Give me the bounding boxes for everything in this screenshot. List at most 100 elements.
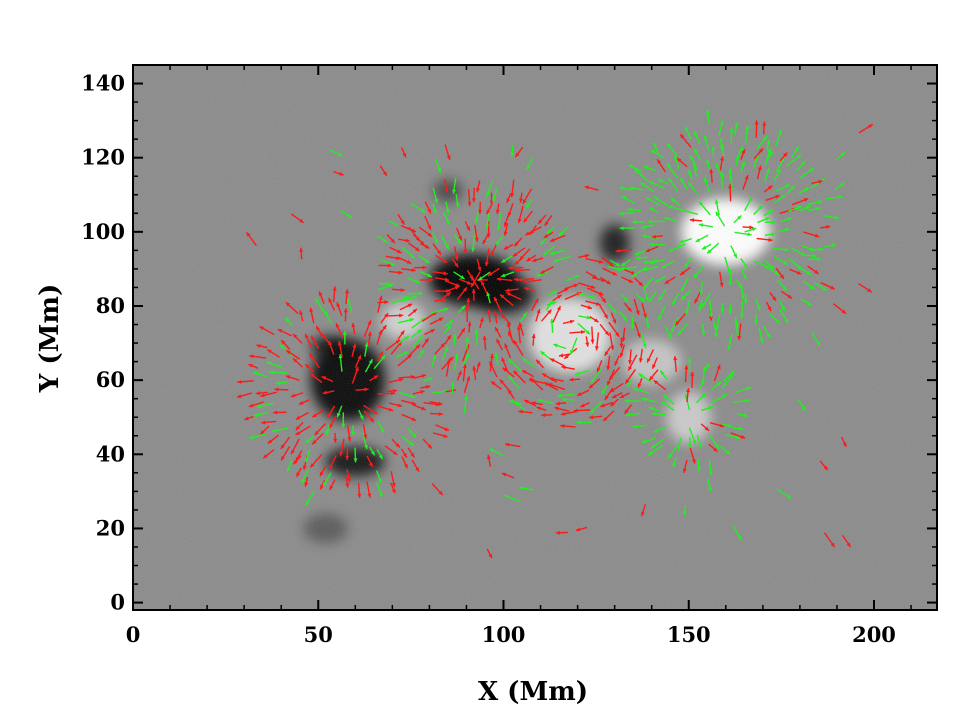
vector-arrow-550 <box>650 438 665 449</box>
vector-arrow-85 <box>333 170 344 176</box>
vector-arrow-187 <box>407 344 421 358</box>
vector-arrow-312 <box>494 326 502 338</box>
vector-arrow-526 <box>627 207 641 212</box>
vector-arrow-583 <box>673 154 680 169</box>
vector-arrow-64 <box>311 409 324 418</box>
vector-arrow-773 <box>809 247 824 252</box>
vector-arrow-771 <box>807 265 819 275</box>
vector-arrow-503 <box>633 277 644 287</box>
vector-arrow-595 <box>677 323 688 336</box>
vector-arrow-679 <box>728 303 733 315</box>
vector-arrow-44 <box>299 310 304 322</box>
vector-arrow-315 <box>487 267 500 277</box>
vector-arrow-443 <box>580 402 590 408</box>
vector-arrow-9 <box>255 391 268 396</box>
vector-arrow-124 <box>376 482 383 497</box>
vector-arrow-579 <box>664 216 677 222</box>
vector-arrow-772 <box>807 257 822 262</box>
vector-arrow-210 <box>420 242 430 249</box>
vector-arrow-783 <box>823 215 839 220</box>
vector-arrow-237 <box>441 346 449 361</box>
vector-arrow-435 <box>578 315 592 320</box>
vector-arrow-644 <box>698 223 714 228</box>
vector-arrow-623 <box>689 218 703 223</box>
vector-arrow-137 <box>377 283 395 291</box>
vector-arrow-258 <box>451 258 459 268</box>
vector-arrow-60 <box>319 465 327 477</box>
vector-arrow-82 <box>323 310 333 324</box>
vector-arrow-779 <box>819 460 829 471</box>
vector-arrow-482 <box>609 382 624 393</box>
x-tick-label: 100 <box>482 622 526 647</box>
vector-arrow-700 <box>744 196 753 212</box>
vector-arrow-155 <box>388 270 403 275</box>
vector-arrow-455 <box>589 400 603 415</box>
vector-arrow-565 <box>657 178 668 185</box>
vector-arrow-760 <box>802 280 815 290</box>
vector-arrow-596 <box>674 313 686 326</box>
vector-arrow-534 <box>648 369 659 381</box>
vector-arrow-341 <box>503 494 521 502</box>
vector-arrow-153 <box>391 295 410 304</box>
vector-arrow-159 <box>388 220 399 227</box>
vector-arrow-222 <box>429 317 444 325</box>
y-axis-label: Y (Mm) <box>35 284 65 394</box>
vector-arrow-369 <box>531 298 539 312</box>
vector-arrow-209 <box>419 255 430 264</box>
vector-arrow-229 <box>432 243 442 255</box>
vector-arrow-6 <box>259 425 270 435</box>
vector-arrow-282 <box>470 276 480 290</box>
vector-arrow-275 <box>464 221 471 232</box>
vector-arrow-114 <box>368 446 376 456</box>
vector-arrow-702 <box>740 161 746 173</box>
vector-arrow-127 <box>377 421 385 433</box>
vector-arrow-3 <box>248 363 259 369</box>
vector-arrow-220 <box>430 354 437 368</box>
vector-arrow-357 <box>512 247 526 258</box>
vector-arrow-103 <box>353 447 358 463</box>
vector-arrow-89 <box>345 447 350 460</box>
vector-arrow-483 <box>608 366 621 381</box>
vector-arrow-374 <box>518 248 531 261</box>
y-tick-label: 0 <box>110 590 125 615</box>
vector-arrow-34 <box>295 467 302 478</box>
vector-arrow-360 <box>519 192 524 203</box>
vector-arrow-558 <box>654 276 667 283</box>
vector-arrow-295 <box>487 309 491 323</box>
vector-arrow-272 <box>466 298 471 310</box>
vector-arrow-121 <box>364 342 369 357</box>
vector-arrow-310 <box>494 352 499 366</box>
vector-arrow-204 <box>421 338 430 348</box>
vector-arrow-707 <box>755 298 761 311</box>
x-tick-label: 200 <box>852 622 896 647</box>
vector-arrow-270 <box>467 321 472 333</box>
vector-arrow-244 <box>440 235 450 250</box>
vector-arrow-654 <box>720 423 733 428</box>
vector-arrow-518 <box>640 331 647 349</box>
vector-arrow-682 <box>730 245 738 259</box>
vector-arrow-236 <box>441 356 454 370</box>
vector-arrow-347 <box>508 359 523 372</box>
vector-arrow-653 <box>725 434 741 440</box>
vector-arrow-367 <box>531 333 536 346</box>
vector-arrow-494 <box>619 392 630 399</box>
vector-arrow-366 <box>521 358 535 368</box>
vector-arrow-736 <box>780 290 793 300</box>
vector-arrow-426 <box>560 423 576 428</box>
vector-arrow-290 <box>475 180 481 193</box>
vector-arrow-757 <box>791 146 800 158</box>
vector-arrow-409 <box>555 530 568 535</box>
vector-arrow-441 <box>576 420 592 425</box>
vector-arrow-661 <box>706 242 720 255</box>
vector-arrow-203 <box>417 349 425 359</box>
vector-arrow-744 <box>773 194 786 205</box>
vector-arrow-257 <box>453 271 465 280</box>
vector-arrow-261 <box>456 227 463 241</box>
vector-arrow-207 <box>420 277 434 282</box>
vector-arrow-499 <box>634 322 641 338</box>
vector-arrow-770 <box>814 282 828 292</box>
vector-arrow-266 <box>462 363 467 382</box>
vector-arrow-350 <box>518 322 525 336</box>
vector-arrow-251 <box>453 353 459 370</box>
vector-arrow-182 <box>407 447 415 458</box>
